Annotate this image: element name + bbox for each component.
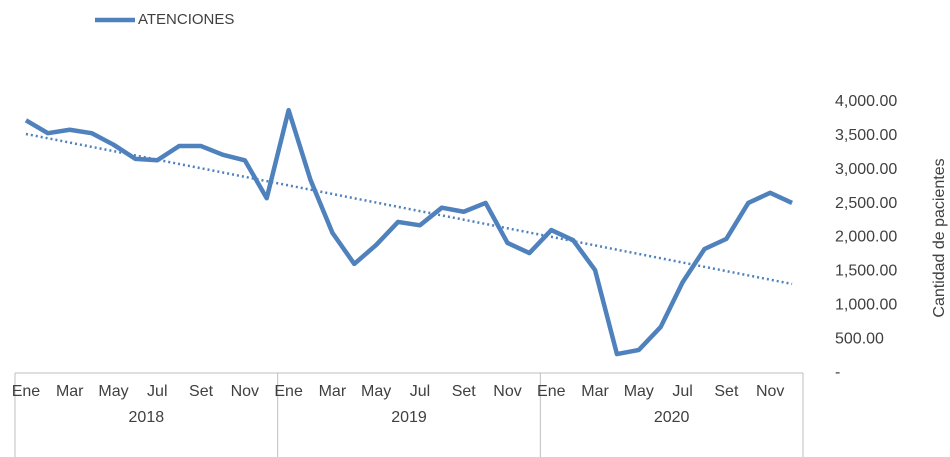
x-tick-label: Nov: [493, 383, 521, 400]
legend-label: ATENCIONES: [138, 11, 234, 28]
x-tick-label: May: [361, 383, 391, 400]
x-tick-label: Mar: [581, 383, 609, 400]
y-tick-label: -: [835, 364, 840, 381]
trendline: [25, 132, 793, 286]
y-tick-label: 4,000.00: [835, 93, 897, 110]
y-tick-label: 3,000.00: [835, 161, 897, 178]
y-tick-label: 1,000.00: [835, 296, 897, 313]
x-tick-label: Mar: [319, 383, 347, 400]
x-tick-label: Jul: [410, 383, 430, 400]
x-tick-label: Set: [189, 383, 214, 400]
x-tick-label: Set: [452, 383, 477, 400]
x-tick-label: Mar: [56, 383, 84, 400]
y-tick-label: 1,500.00: [835, 263, 897, 280]
x-tick-label: Jul: [672, 383, 692, 400]
y-axis-title: Cantidad de pacientes: [931, 158, 948, 317]
x-tick-label: Nov: [231, 383, 259, 400]
y-tick-label: 500.00: [835, 330, 884, 347]
x-tick-label: Ene: [274, 383, 303, 400]
y-tick-label: 3,500.00: [835, 127, 897, 144]
x-tick-label: May: [624, 383, 654, 400]
series-line: [24, 107, 794, 357]
group-label: 2019: [391, 409, 427, 426]
x-tick-label: Set: [714, 383, 739, 400]
x-tick-label: Jul: [147, 383, 167, 400]
group-label: 2020: [654, 409, 690, 426]
x-tick-label: Ene: [537, 383, 566, 400]
x-tick-label: Ene: [12, 383, 41, 400]
y-tick-label: 2,000.00: [835, 229, 897, 246]
x-tick-label: Nov: [756, 383, 784, 400]
x-tick-label: May: [98, 383, 128, 400]
y-tick-label: 2,500.00: [835, 195, 897, 212]
group-label: 2018: [129, 409, 165, 426]
